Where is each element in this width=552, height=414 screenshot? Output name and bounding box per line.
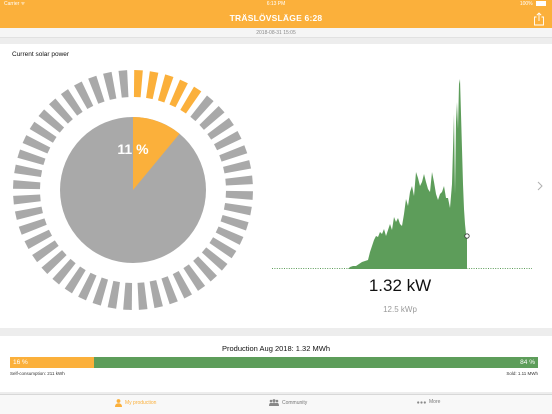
gauge-spoke	[223, 203, 252, 216]
page-title: TRÄSLÖVSLÄGE 6:28	[229, 13, 323, 23]
solar-gauge	[13, 70, 253, 310]
gauge-spoke	[64, 266, 86, 294]
gauge-spoke	[172, 271, 192, 299]
tab-my-production[interactable]: My production	[115, 399, 156, 407]
tab-more[interactable]: More	[417, 399, 440, 405]
gauge-spoke	[123, 282, 133, 310]
tab-label: Community	[282, 399, 308, 406]
last-updated-timestamp: 2018-08-31 15:05	[256, 29, 296, 36]
sold-percent: 84 %	[520, 359, 535, 366]
gauge-spoke	[137, 282, 148, 310]
navigation-bar: TRÄSLÖVSLÄGE 6:28	[0, 9, 552, 28]
gauge-spoke	[103, 71, 117, 100]
battery-icon	[536, 1, 546, 7]
current-power-value: 1.32 kW	[368, 276, 432, 295]
gauge-spoke-active	[133, 70, 143, 98]
gauge-spoke	[161, 276, 178, 305]
gauge-spoke	[193, 256, 218, 282]
sold-label: Sold: 1.11 MWh	[506, 371, 538, 376]
gauge-spoke	[225, 175, 253, 186]
status-bar: Carrier ᯤ 6:13 PM 100%	[0, 0, 552, 9]
gauge-spoke	[17, 149, 46, 166]
power-area	[348, 79, 467, 269]
gauge-spoke-active	[180, 86, 202, 114]
gauge-spoke	[74, 81, 94, 109]
gauge-spoke	[13, 194, 41, 205]
gauge-spoke	[207, 117, 234, 140]
chevron-right-icon[interactable]	[536, 180, 544, 192]
gauge-spoke	[24, 229, 52, 249]
current-power-marker	[464, 233, 470, 239]
gauge-spoke	[41, 250, 67, 275]
card-title: Current solar power	[12, 51, 70, 58]
battery-indicator: 100%	[520, 1, 546, 7]
gauge-spoke	[199, 105, 225, 130]
gauge-spoke	[22, 135, 51, 154]
production-split-bar: 16 % 84 %	[10, 357, 538, 368]
gauge-spoke	[48, 98, 73, 124]
person-icon	[115, 399, 122, 407]
gauge-pie-current	[133, 117, 180, 190]
gauge-spoke-active	[169, 79, 188, 108]
self-consumption-label: Self-consumption: 211 kWh	[10, 371, 65, 376]
gauge-spoke	[220, 214, 249, 231]
production-title: Production Aug 2018: 1.32 MWh	[222, 344, 330, 353]
gauge-spoke	[225, 190, 253, 200]
group-icon	[269, 399, 279, 406]
gauge-spoke	[52, 258, 76, 285]
battery-percent: 100%	[519, 1, 533, 7]
production-card[interactable]: Production Aug 2018: 1.32 MWh 16 % 84 % …	[0, 336, 552, 392]
gauge-spoke	[13, 180, 41, 190]
gauge-percent-label: 11 %	[117, 141, 149, 157]
tab-label: My production	[125, 400, 157, 406]
self-consumption-segment: 16 %	[10, 357, 95, 368]
gauge-spoke	[209, 237, 237, 259]
gauge-spoke	[190, 95, 214, 122]
gauge-spoke	[38, 109, 65, 133]
gauge-spoke	[215, 226, 244, 245]
gauge-spoke	[18, 218, 47, 235]
clock: 6:13 PM	[266, 1, 286, 7]
gauge-spoke	[60, 89, 83, 116]
gauge-spoke	[149, 280, 163, 309]
power-chart	[272, 79, 532, 269]
gauge-spoke	[201, 247, 228, 271]
carrier-label: Carrier ᯤ	[4, 1, 26, 7]
self-consumption-percent: 16 %	[13, 359, 28, 366]
timestamp-bar: 2018-08-31 15:05	[0, 28, 552, 38]
tab-label: More	[429, 399, 441, 405]
gauge-spoke	[14, 206, 43, 220]
gauge-spoke	[214, 131, 242, 151]
gauge-spoke	[219, 145, 248, 162]
gauge-spoke	[88, 75, 105, 104]
gauge-spoke	[29, 121, 57, 143]
gauge-spoke	[118, 70, 129, 98]
installed-capacity: 12.5 kWp	[383, 305, 417, 314]
gauge-spoke	[78, 272, 97, 301]
gauge-spoke	[183, 264, 206, 291]
gauge-spoke	[107, 280, 120, 309]
gauge-spoke-active	[157, 74, 174, 103]
tab-bar: My production Community More	[0, 394, 552, 414]
gauge-spoke	[14, 164, 43, 177]
more-dots-icon	[417, 400, 426, 404]
gauge-spoke	[32, 240, 59, 263]
tab-community[interactable]: Community	[269, 399, 307, 406]
gauge-spoke	[92, 277, 109, 306]
gauge-spoke	[223, 160, 252, 174]
share-icon[interactable]	[533, 12, 545, 26]
gauge-spoke-active	[146, 71, 159, 100]
